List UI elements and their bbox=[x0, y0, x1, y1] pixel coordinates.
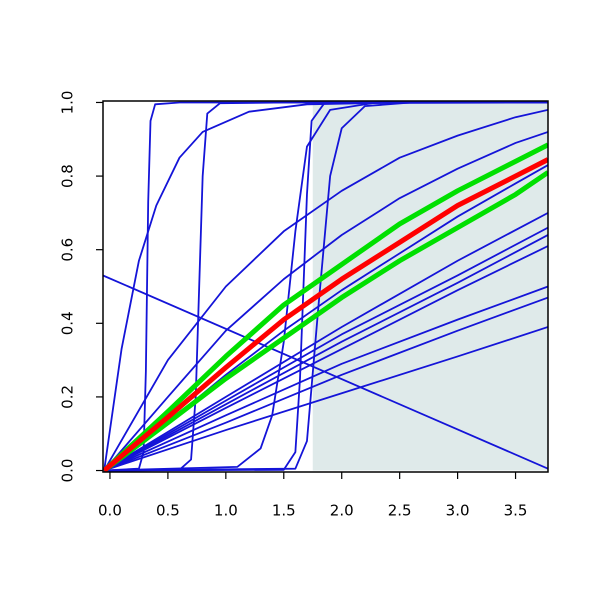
series-line bbox=[104, 101, 548, 472]
series-line bbox=[103, 326, 548, 472]
plot-frame bbox=[102, 100, 549, 473]
series-line bbox=[103, 170, 548, 472]
plot-area bbox=[103, 101, 548, 472]
series-line bbox=[103, 234, 548, 472]
series-line bbox=[103, 296, 548, 472]
y-tick-label: 1.0 bbox=[59, 91, 77, 115]
series-line bbox=[103, 142, 548, 472]
series-line bbox=[103, 212, 548, 472]
series-line bbox=[103, 226, 548, 472]
series-line bbox=[104, 101, 548, 472]
x-tick-label: 3.0 bbox=[446, 502, 470, 520]
series-line bbox=[104, 101, 548, 472]
series-line bbox=[104, 101, 548, 472]
x-tick-label: 3.5 bbox=[504, 502, 528, 520]
series-line bbox=[103, 108, 548, 471]
x-tick-label: 0.0 bbox=[98, 502, 122, 520]
x-tick-label: 1.0 bbox=[214, 502, 238, 520]
axes: 0.0 0.2 0.4 0.6 0.8 1.0 0.0 0.5 1.0 1.5 2.0 2.5 3.0 3… bbox=[59, 91, 549, 520]
series-line bbox=[103, 274, 548, 470]
y-tick-label: 0.8 bbox=[59, 164, 77, 188]
x-tick-label: 2.5 bbox=[388, 502, 412, 520]
series-line bbox=[103, 245, 548, 472]
series-line bbox=[103, 101, 548, 471]
y-tick-label: 0.6 bbox=[59, 238, 77, 262]
x-tick-label: 1.5 bbox=[272, 502, 296, 520]
y-tick-label: 0.0 bbox=[59, 459, 77, 483]
series-line bbox=[103, 131, 548, 472]
y-tick-label: 0.4 bbox=[59, 311, 77, 335]
series-line bbox=[103, 285, 548, 472]
y-tick-label: 0.2 bbox=[59, 385, 77, 409]
x-tick-label: 2.0 bbox=[330, 502, 354, 520]
x-tick-label: 0.5 bbox=[156, 502, 180, 520]
series-line bbox=[103, 157, 548, 472]
